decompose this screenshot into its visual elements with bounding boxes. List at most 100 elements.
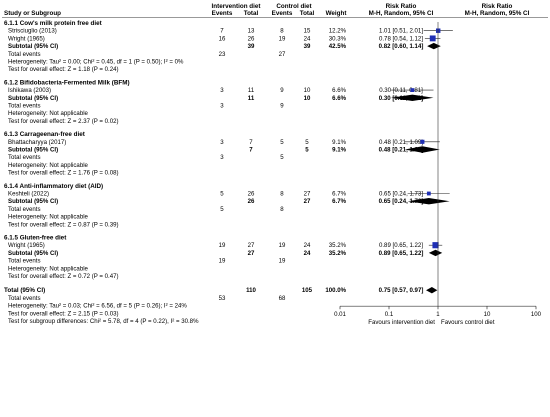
- study-risk-ratio: 0.78 [0.54, 1.12]: [379, 35, 423, 42]
- subtotal-label: Subtotal (95% CI): [8, 43, 58, 50]
- subtotal-intervention-total: 39: [248, 43, 255, 50]
- heterogeneity: Heterogeneity: Tau² = 0.03; Chi² = 6.56,…: [8, 303, 187, 310]
- x-tick-label: 0.1: [385, 311, 394, 318]
- overall-effect: Test for overall effect: Z = 2.37 (P = 0…: [8, 118, 119, 125]
- subtotal-label: Subtotal (95% CI): [8, 147, 58, 154]
- control-events: 19: [279, 242, 286, 249]
- subgroup-title: 6.1.1 Cow's milk protein free diet: [4, 20, 103, 27]
- total-events-label: Total events: [8, 51, 41, 58]
- control-total: 24: [304, 35, 311, 42]
- control-header: Control diet: [276, 3, 312, 10]
- total-events-intervention: 3: [220, 103, 224, 110]
- study-weight: 9.1%: [332, 139, 346, 146]
- total-events-label: Total events: [8, 154, 41, 161]
- control-total: 27: [304, 191, 311, 198]
- x-tick-label: 10: [484, 311, 491, 318]
- intervention-total: 27: [248, 242, 255, 249]
- study-risk-ratio: 0.30 [0.11, 0.81]: [379, 87, 423, 94]
- control-total: 5: [305, 139, 309, 146]
- subtotal-control-total: 27: [304, 198, 311, 205]
- subgroup-differences: Test for subgroup differences: Chi² = 5.…: [8, 318, 199, 325]
- subgroup-title: 6.1.2 Bifidobacteria-Fermented Milk (BFM…: [4, 79, 130, 86]
- intervention-total: 26: [248, 35, 255, 42]
- risk-ratio-plot-header: Risk Ratio: [482, 3, 513, 10]
- intervention-events: 16: [219, 35, 226, 42]
- overall-effect: Test for overall effect: Z = 1.76 (P = 0…: [8, 170, 119, 177]
- total-intervention-total: 110: [246, 287, 256, 294]
- overall-effect: Test for overall effect: Z = 0.72 (P = 0…: [8, 273, 119, 280]
- subgroup-title: 6.1.5 Gluten-free diet: [4, 235, 67, 242]
- total-events-control: 68: [279, 295, 286, 302]
- study-weight: 6.7%: [332, 191, 346, 198]
- subtotal-risk-ratio: 0.65 [0.24, 1.73]: [379, 198, 424, 205]
- study-weight: 30.3%: [329, 35, 347, 42]
- intervention-total: 11: [248, 87, 255, 94]
- total-events-control: 19: [279, 258, 286, 265]
- subtotal-label: Subtotal (95% CI): [8, 95, 58, 102]
- total-events-intervention: 3: [220, 154, 224, 161]
- total-events-intervention: 19: [219, 258, 226, 265]
- x-tick-label: 1: [436, 311, 440, 318]
- subtotal-diamond: [428, 249, 443, 257]
- control-events: 9: [280, 87, 284, 94]
- intervention-header: Intervention diet: [212, 3, 262, 10]
- total-events-label: Total events: [8, 258, 41, 265]
- total-risk-ratio: 0.75 [0.57, 0.97]: [379, 287, 424, 294]
- subtotal-diamond: [391, 94, 434, 101]
- events-header: Events: [272, 10, 293, 17]
- total-control-total: 105: [302, 287, 313, 294]
- study-name: Strisciuglio (2013): [8, 28, 57, 35]
- intervention-total: 7: [249, 139, 253, 146]
- subtotal-label: Subtotal (95% CI): [8, 198, 58, 205]
- total-events-label: Total events: [8, 206, 41, 213]
- events-header: Events: [212, 10, 233, 17]
- subtotal-control-total: 5: [305, 147, 309, 154]
- subtotal-diamond: [407, 198, 450, 205]
- study-weight: 12.2%: [329, 28, 347, 35]
- study-weight: 35.2%: [329, 242, 347, 249]
- subgroup-title: 6.1.4 Anti-inflammatory diet (AID): [4, 183, 103, 190]
- total-events-control: 8: [280, 206, 284, 213]
- total-header: Total: [300, 10, 315, 17]
- intervention-events: 3: [220, 87, 224, 94]
- subtotal-control-total: 24: [304, 250, 311, 257]
- intervention-events: 3: [220, 139, 224, 146]
- study-name: Ishikawa (2003): [8, 87, 51, 94]
- subtotal-risk-ratio: 0.82 [0.60, 1.14]: [379, 43, 424, 50]
- overall-effect: Test for overall effect: Z = 0.87 (P = 0…: [8, 221, 119, 228]
- total-events-control: 9: [280, 103, 284, 110]
- study-marker: [426, 191, 431, 196]
- intervention-events: 19: [219, 242, 226, 249]
- total-events-label: Total events: [8, 103, 41, 110]
- total-diamond: [426, 287, 438, 294]
- subtotal-weight: 9.1%: [332, 147, 346, 154]
- control-events: 8: [280, 191, 284, 198]
- subtotal-control-total: 10: [304, 95, 311, 102]
- total-events-control: 27: [279, 51, 286, 58]
- intervention-events: 5: [220, 191, 224, 198]
- subtotal-risk-ratio: 0.48 [0.21, 1.09]: [379, 147, 424, 154]
- intervention-total: 13: [248, 28, 255, 35]
- total-events-intervention: 5: [220, 206, 224, 213]
- favours-control-label: Favours control diet: [441, 319, 495, 326]
- study-marker: [432, 242, 439, 249]
- study-marker: [429, 35, 436, 42]
- subgroup-title: 6.1.3 Carrageenan-free diet: [4, 131, 86, 138]
- heterogeneity: Heterogeneity: Tau² = 0.00; Chi² = 0.45,…: [8, 59, 184, 66]
- study-weight: 6.6%: [332, 87, 346, 94]
- total-events-intervention: 23: [219, 51, 226, 58]
- method-plot-header: M-H, Random, 95% CI: [465, 10, 530, 17]
- control-total: 15: [304, 28, 311, 35]
- risk-ratio-header: Risk Ratio: [386, 3, 417, 10]
- intervention-events: 7: [220, 28, 224, 35]
- study-column-header: Study or Subgroup: [4, 10, 61, 17]
- subtotal-risk-ratio: 0.89 [0.65, 1.22]: [379, 250, 424, 257]
- total-events-label: Total events: [8, 295, 41, 302]
- subtotal-weight: 42.5%: [329, 43, 347, 50]
- subtotal-label: Subtotal (95% CI): [8, 250, 58, 257]
- overall-effect: Test for overall effect: Z = 1.18 (P = 0…: [8, 66, 119, 73]
- total-weight: 100.0%: [325, 287, 346, 294]
- subtotal-intervention-total: 27: [248, 250, 255, 257]
- method-header: M-H, Random, 95% CI: [369, 10, 434, 17]
- subtotal-weight: 6.6%: [332, 95, 346, 102]
